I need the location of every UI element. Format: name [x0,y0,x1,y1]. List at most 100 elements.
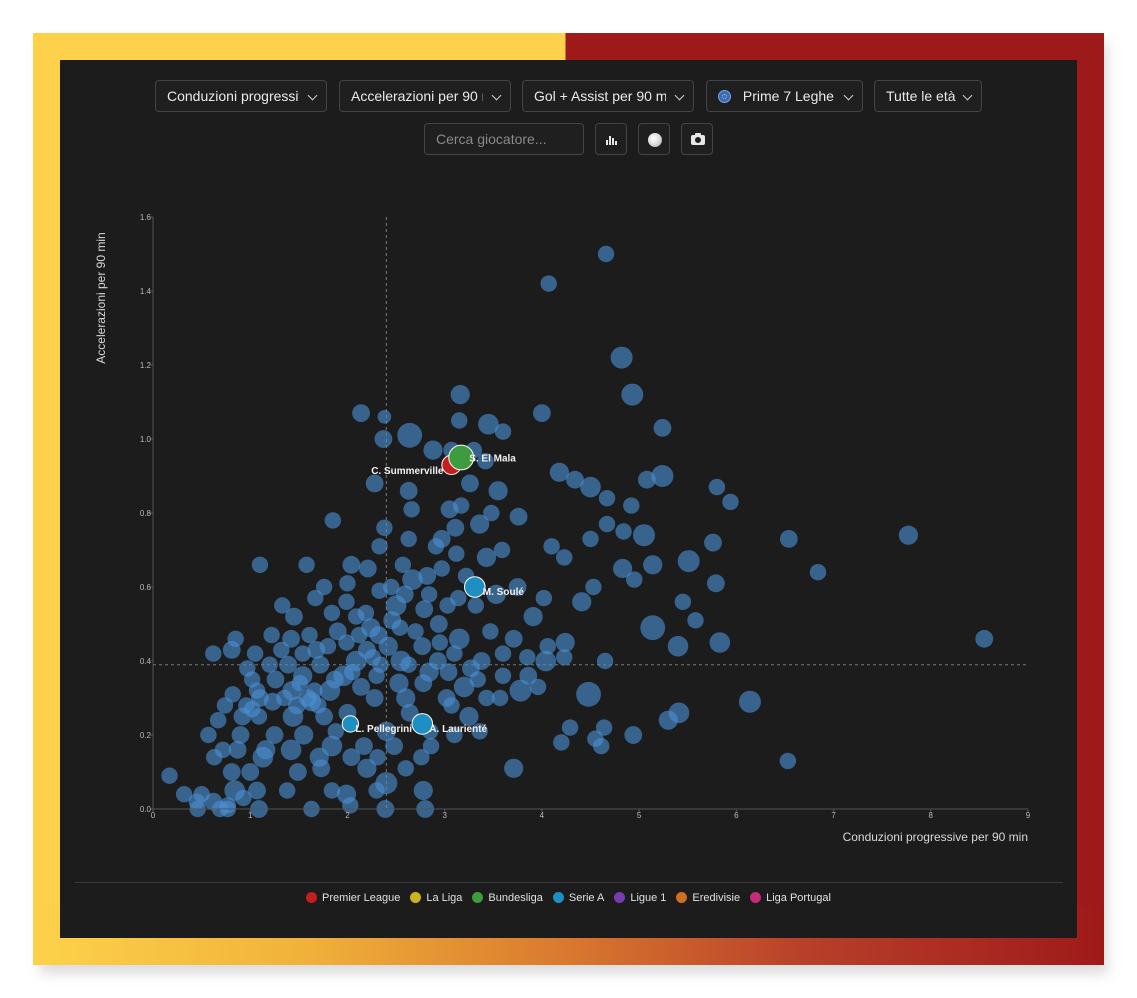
player-bubble[interactable] [427,538,445,555]
age-select[interactable]: Tutte le età [874,80,982,112]
player-bubble[interactable] [553,734,570,751]
player-bubble[interactable] [523,607,543,627]
player-bubble[interactable] [306,682,323,699]
player-bubble[interactable] [288,763,307,781]
player-bubble[interactable] [280,739,302,761]
player-bubble[interactable] [364,649,381,666]
player-bubble[interactable] [431,634,449,651]
player-bubble[interactable] [651,465,674,487]
player-bubble[interactable] [898,525,919,545]
player-bubble[interactable] [687,612,704,629]
player-bubble[interactable] [327,723,344,740]
player-bubble[interactable] [467,597,484,614]
player-bubble[interactable] [369,749,386,766]
player-bubble[interactable] [450,589,467,607]
player-bubble[interactable] [312,759,331,778]
player-bubble[interactable] [597,245,615,263]
player-bubble[interactable] [535,650,557,672]
player-bubble[interactable] [205,645,222,662]
player-bubble[interactable] [450,385,470,405]
player-bubble[interactable] [653,419,672,437]
player-bubble[interactable] [532,404,551,422]
player-bubble[interactable] [338,593,355,610]
player-bubble[interactable] [595,719,613,736]
player-bubble[interactable] [216,697,234,714]
player-bubble[interactable] [975,629,994,648]
player-bubble[interactable] [470,514,490,534]
player-bubble[interactable] [389,673,409,693]
player-bubble[interactable] [555,632,575,653]
player-bubble[interactable] [301,626,318,644]
player-bubble[interactable] [279,655,298,674]
player-bubble[interactable] [779,752,797,770]
player-bubble[interactable] [478,689,495,707]
player-bubble[interactable] [643,555,663,575]
player-bubble[interactable] [439,663,458,681]
player-bubble[interactable] [413,637,432,656]
player-bubble[interactable] [632,524,655,547]
player-bubble[interactable] [418,567,437,585]
player-bubble[interactable] [294,645,311,662]
player-bubble[interactable] [576,681,601,707]
player-bubble[interactable] [263,626,280,644]
player-bubble[interactable] [414,674,433,693]
player-bubble[interactable] [738,690,761,713]
player-bubble[interactable] [504,629,523,648]
player-bubble[interactable] [161,767,178,784]
player-bubble[interactable] [396,688,416,708]
player-bubble[interactable] [423,440,443,460]
player-bubble[interactable] [413,780,433,801]
player-bubble[interactable] [307,641,326,659]
player-bubble[interactable] [402,569,423,590]
player-bubble[interactable] [274,597,291,614]
player-bubble[interactable] [276,689,293,707]
player-bubble[interactable] [325,670,344,689]
legend-item[interactable]: Liga Portugal [750,892,831,904]
player-bubble[interactable] [397,760,414,777]
player-bubble[interactable] [243,700,261,718]
legend-item[interactable]: Serie A [552,892,604,904]
player-bubble[interactable] [722,493,739,511]
player-bubble[interactable] [291,675,309,692]
player-bubble[interactable] [200,726,217,744]
player-bubble[interactable] [494,667,512,684]
player-bubble[interactable] [509,679,532,702]
highlighted-player-bubble[interactable] [464,576,486,598]
legend-item[interactable]: La Liga [410,892,462,904]
player-bubble[interactable] [323,782,341,799]
player-bubble[interactable] [382,578,400,596]
player-bubble[interactable] [704,533,722,552]
player-bubble[interactable] [231,726,250,744]
player-bubble[interactable] [572,592,592,612]
player-bubble[interactable] [415,600,434,619]
player-bubble[interactable] [311,655,330,674]
player-bubble[interactable] [677,550,700,573]
player-bubble[interactable] [339,575,356,592]
player-bubble[interactable] [206,749,223,766]
player-bubble[interactable] [626,571,643,588]
player-bubble[interactable] [598,515,616,533]
player-bubble[interactable] [248,781,266,800]
player-bubble[interactable] [209,712,227,729]
player-bubble[interactable] [385,737,404,755]
player-bubble[interactable] [493,541,511,559]
player-bubble[interactable] [508,578,527,596]
player-bubble[interactable] [612,558,633,579]
player-bubble[interactable] [342,555,361,574]
player-bubble[interactable] [294,725,314,745]
player-bubble[interactable] [459,706,479,727]
player-bubble[interactable] [399,481,418,500]
player-bubble[interactable] [252,746,274,768]
player-bubble[interactable] [453,676,475,698]
player-bubble[interactable] [273,641,290,659]
player-bubble[interactable] [585,578,602,596]
player-bubble[interactable] [355,737,373,755]
player-bubble[interactable] [358,559,377,578]
highlighted-player-bubble[interactable] [411,713,434,735]
player-bubble[interactable] [246,645,264,662]
player-bubble[interactable] [350,626,368,644]
player-bubble[interactable] [239,660,256,677]
player-bubble[interactable] [486,584,506,605]
player-search-input[interactable] [424,123,584,155]
player-bubble[interactable] [809,564,827,581]
